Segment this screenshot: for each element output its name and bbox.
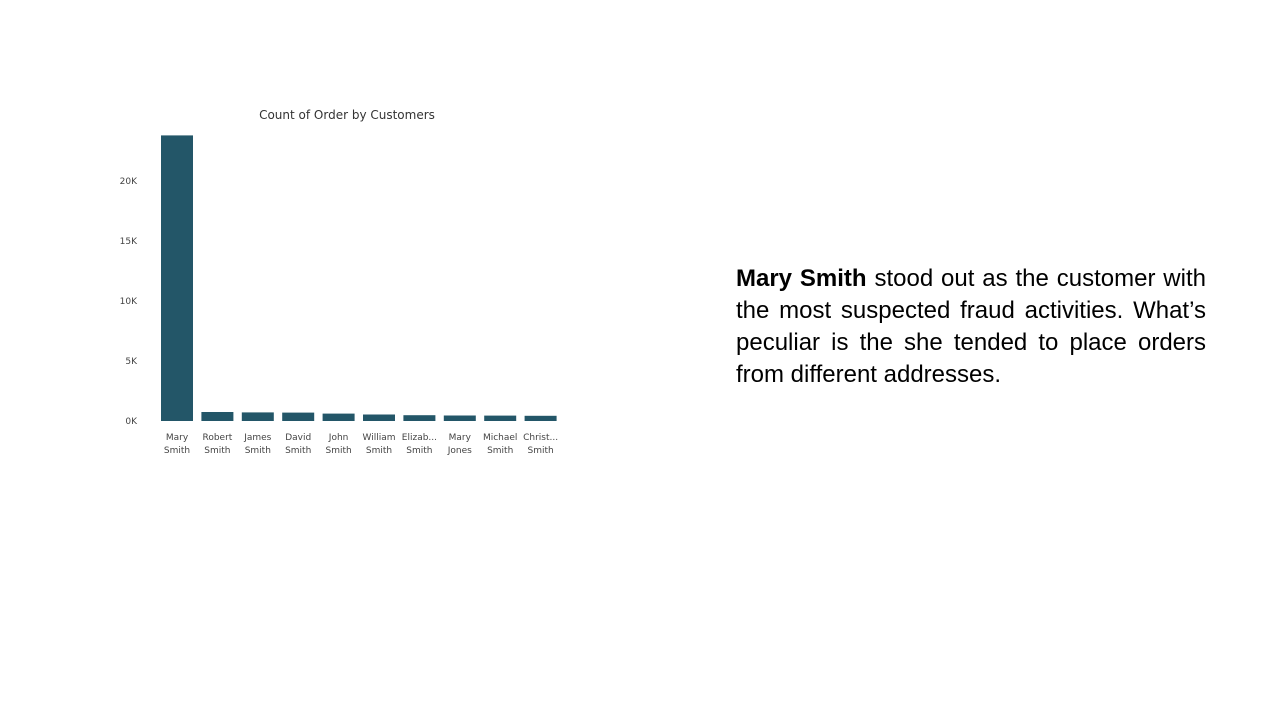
x-tick-label: Smith xyxy=(527,446,553,456)
x-tick-label: Mary xyxy=(449,433,472,443)
x-tick-label: Smith xyxy=(487,446,513,456)
x-tick-label: James xyxy=(243,433,271,443)
x-tick-label: Smith xyxy=(325,446,351,456)
bar[interactable] xyxy=(403,415,436,421)
x-tick-label: David xyxy=(285,433,311,443)
bar[interactable] xyxy=(363,414,395,422)
x-tick-label: Smith xyxy=(406,446,432,456)
annotation-emphasis: Mary Smith xyxy=(736,265,867,292)
x-tick-label: Christ... xyxy=(523,433,558,443)
y-tick-label: 10K xyxy=(120,297,138,307)
y-tick-label: 20K xyxy=(120,177,138,187)
chart-title: Count of Order by Customers xyxy=(259,108,435,122)
bar[interactable] xyxy=(241,412,274,421)
bar[interactable] xyxy=(484,415,517,421)
x-tick-label: Smith xyxy=(285,446,311,456)
annotation-body: stood out as the customer with the most … xyxy=(736,265,1206,388)
x-tick-label: Mary xyxy=(166,433,189,443)
y-tick-label: 0K xyxy=(125,417,138,427)
bar[interactable] xyxy=(201,412,234,421)
y-tick-label: 15K xyxy=(120,237,138,247)
bars xyxy=(161,135,557,421)
bar[interactable] xyxy=(322,413,355,421)
x-tick-label: Robert xyxy=(202,433,232,443)
x-tick-label: Smith xyxy=(366,446,392,456)
bar[interactable] xyxy=(524,415,557,421)
y-axis: 0K 5K 10K 15K 20K xyxy=(120,177,138,427)
x-tick-label: Smith xyxy=(164,446,190,456)
x-tick-label: John xyxy=(328,433,349,443)
x-tick-label: Michael xyxy=(483,433,517,443)
x-axis: Mary Smith Robert Smith James Smith David Smith… xyxy=(164,433,558,456)
bar[interactable] xyxy=(161,135,193,421)
bar[interactable] xyxy=(282,412,315,421)
annotation-text: Mary Smith stood out as the customer wit… xyxy=(736,263,1206,391)
bar[interactable] xyxy=(443,415,476,422)
x-tick-label: Smith xyxy=(204,446,230,456)
x-tick-label: Elizab... xyxy=(402,433,437,443)
x-tick-label: Smith xyxy=(245,446,271,456)
x-tick-label: Jones xyxy=(447,446,472,456)
x-tick-label: William xyxy=(363,433,396,443)
y-tick-label: 5K xyxy=(125,357,138,367)
